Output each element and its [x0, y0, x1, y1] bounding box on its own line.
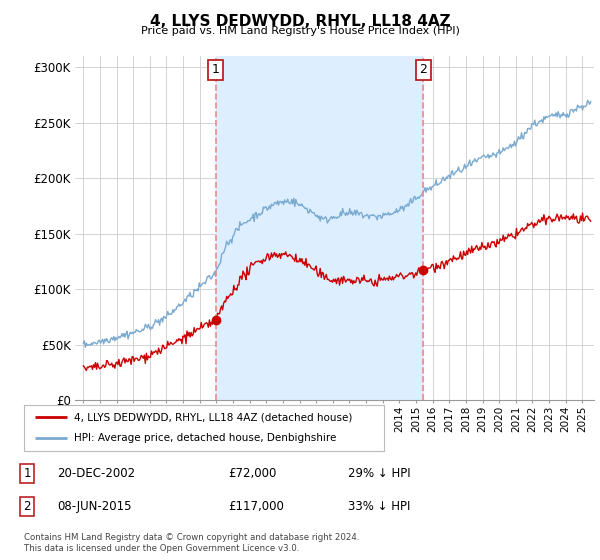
Text: 33% ↓ HPI: 33% ↓ HPI	[348, 500, 410, 514]
Text: 20-DEC-2002: 20-DEC-2002	[57, 466, 135, 480]
Text: HPI: Average price, detached house, Denbighshire: HPI: Average price, detached house, Denb…	[74, 433, 337, 444]
Text: Contains HM Land Registry data © Crown copyright and database right 2024.
This d: Contains HM Land Registry data © Crown c…	[24, 533, 359, 553]
Text: 08-JUN-2015: 08-JUN-2015	[57, 500, 131, 514]
Text: 1: 1	[23, 466, 31, 480]
Text: £72,000: £72,000	[228, 466, 277, 480]
Text: 4, LLYS DEDWYDD, RHYL, LL18 4AZ (detached house): 4, LLYS DEDWYDD, RHYL, LL18 4AZ (detache…	[74, 412, 353, 422]
Bar	[216, 56, 424, 400]
Text: Price paid vs. HM Land Registry's House Price Index (HPI): Price paid vs. HM Land Registry's House …	[140, 26, 460, 36]
Text: 4, LLYS DEDWYDD, RHYL, LL18 4AZ: 4, LLYS DEDWYDD, RHYL, LL18 4AZ	[149, 14, 451, 29]
Text: 29% ↓ HPI: 29% ↓ HPI	[348, 466, 410, 480]
Text: 1: 1	[212, 63, 220, 76]
Text: 2: 2	[23, 500, 31, 514]
Text: £117,000: £117,000	[228, 500, 284, 514]
Text: 2: 2	[419, 63, 427, 76]
